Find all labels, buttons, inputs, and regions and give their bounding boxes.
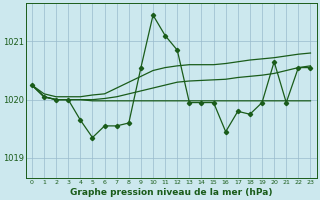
X-axis label: Graphe pression niveau de la mer (hPa): Graphe pression niveau de la mer (hPa) <box>70 188 272 197</box>
